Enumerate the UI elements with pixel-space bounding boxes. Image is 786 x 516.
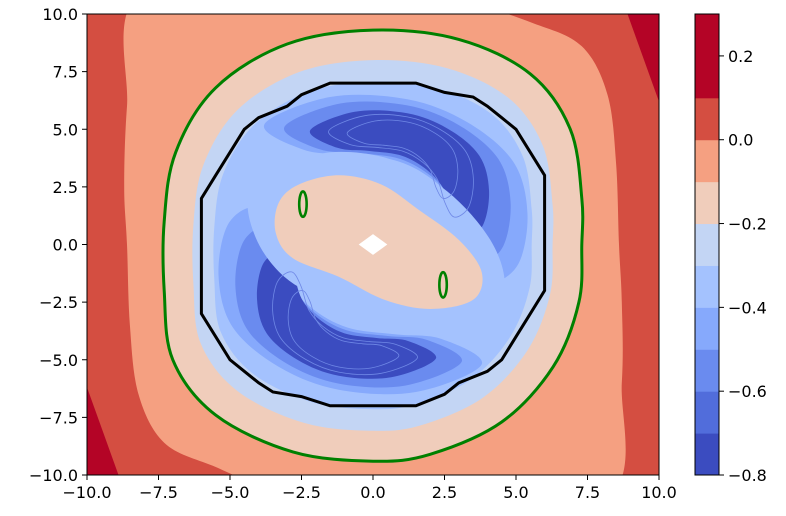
- y-tick: −5.0: [39, 351, 87, 370]
- y-tick-label: 7.5: [53, 63, 78, 82]
- y-tick-label: −7.5: [39, 408, 78, 427]
- y-tick-label: −2.5: [39, 293, 78, 312]
- x-tick-label: 10.0: [641, 483, 677, 502]
- x-tick: −7.5: [139, 475, 178, 502]
- colorbar-tick-label: −0.6: [728, 382, 767, 401]
- colorbar-tick-label: −0.4: [728, 298, 767, 317]
- colorbar-tick-label: 0.0: [728, 131, 753, 150]
- faint-contour-lower-0: [272, 271, 418, 375]
- green-small-contour-0: [297, 190, 308, 219]
- colorbar-segment: [695, 181, 719, 225]
- colorbar-segment: [695, 139, 719, 183]
- colorbar-tick-label: −0.2: [728, 215, 767, 234]
- y-axis: −10.0 −7.5 −5.0 −2.5 0.0 2.5 5.0 7.5 10.0: [29, 5, 87, 485]
- colorbar-segment: [695, 433, 719, 476]
- green-small-contour-1: [438, 270, 449, 299]
- x-tick: 10.0: [641, 475, 677, 502]
- region-lower-lobe-below-neg0.5: [256, 251, 437, 379]
- y-tick-label: 0.0: [53, 236, 78, 255]
- colorbar-tick: −0.4: [719, 298, 767, 317]
- y-tick: 0.0: [53, 236, 87, 255]
- y-tick-label: 2.5: [53, 178, 78, 197]
- colorbar-segment: [695, 349, 719, 392]
- black-boundary: [199, 81, 547, 408]
- region-upper-lobe-below-neg0.5: [309, 110, 490, 238]
- contour-lines: [161, 28, 585, 463]
- x-tick-label: 2.5: [432, 483, 457, 502]
- x-tick: 7.5: [575, 475, 600, 502]
- y-tick: −10.0: [29, 466, 87, 485]
- x-tick-label: 7.5: [575, 483, 600, 502]
- colorbar-segment: [695, 307, 719, 350]
- x-tick: −5.0: [211, 475, 250, 502]
- colorbar-segment: [695, 391, 719, 434]
- colorbar-tick: −0.2: [719, 215, 767, 234]
- x-tick-label: 0.0: [360, 483, 385, 502]
- x-tick: 0.0: [360, 475, 386, 502]
- x-tick-label: −5.0: [211, 483, 250, 502]
- x-tick: 5.0: [503, 475, 529, 502]
- y-tick-label: 10.0: [42, 5, 78, 24]
- y-tick: 10.0: [42, 5, 87, 24]
- y-tick-label: −5.0: [39, 351, 78, 370]
- x-tick: −10.0: [62, 475, 112, 502]
- y-tick: 2.5: [53, 178, 87, 197]
- white-gap: [358, 234, 388, 255]
- region-corner-top-right: [627, 14, 659, 102]
- x-tick-label: −2.5: [282, 483, 321, 502]
- colorbar-tick: −0.6: [719, 382, 767, 401]
- green-outer-contour: [161, 28, 585, 463]
- region-corner-bottom-left: [87, 387, 119, 475]
- x-axis: −10.0 −7.5 −5.0 −2.5 0.0 2.5 5.0 7.5 10.0: [62, 475, 677, 502]
- faint-contour-lower-1: [287, 290, 400, 370]
- contour-fills: [87, 14, 659, 475]
- colorbar-segment: [695, 223, 719, 266]
- colorbar-tick: 0.0: [719, 131, 753, 150]
- colorbar-tick: 0.2: [719, 47, 753, 66]
- colorbar-segment: [695, 97, 719, 141]
- y-tick: −2.5: [39, 293, 87, 312]
- colorbar-segment: [695, 55, 719, 99]
- faint-contour-upper-1: [346, 119, 459, 199]
- colorbar-frame: [694, 13, 720, 476]
- y-tick-label: 5.0: [53, 120, 78, 139]
- plot-area: [87, 14, 659, 475]
- x-tick: −2.5: [282, 475, 321, 502]
- colorbar-tick: −0.8: [719, 466, 767, 485]
- y-tick: −7.5: [39, 408, 87, 427]
- colorbar-tick-label: −0.8: [728, 466, 767, 485]
- colorbar-segment: [695, 265, 719, 308]
- colorbar-segment: [695, 14, 719, 57]
- y-tick-label: −10.0: [29, 466, 78, 485]
- colorbar-tick-label: 0.2: [728, 47, 753, 66]
- colorbar: 0.2 0.0 −0.2 −0.4 −0.6 −0.8: [694, 13, 767, 485]
- y-tick: 5.0: [53, 120, 87, 139]
- x-tick-label: −10.0: [62, 483, 111, 502]
- x-tick-label: 5.0: [503, 483, 528, 502]
- faint-contour-upper-0: [328, 114, 474, 218]
- x-tick: 2.5: [432, 475, 457, 502]
- x-tick-label: −7.5: [139, 483, 178, 502]
- y-tick: 7.5: [53, 63, 87, 82]
